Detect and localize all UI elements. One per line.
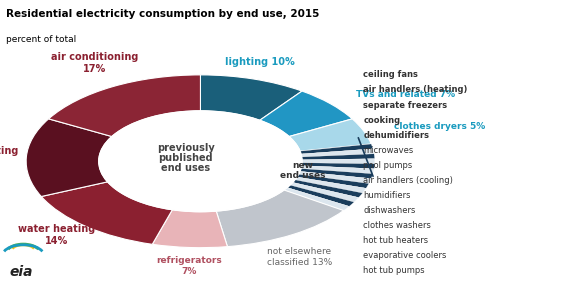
Text: hot tub heaters: hot tub heaters bbox=[363, 236, 428, 245]
Text: eia: eia bbox=[10, 265, 33, 279]
Text: cooking: cooking bbox=[363, 115, 400, 125]
Text: dishwashers: dishwashers bbox=[363, 206, 415, 215]
Text: hot tub pumps: hot tub pumps bbox=[363, 266, 425, 275]
Wedge shape bbox=[302, 163, 375, 169]
Wedge shape bbox=[300, 168, 373, 179]
Text: pool pumps: pool pumps bbox=[363, 161, 413, 170]
Wedge shape bbox=[301, 149, 374, 157]
Wedge shape bbox=[302, 159, 375, 164]
Text: humidifiers: humidifiers bbox=[363, 191, 411, 200]
Wedge shape bbox=[287, 185, 354, 206]
Text: published: published bbox=[159, 154, 213, 163]
Text: percent of total: percent of total bbox=[6, 35, 76, 43]
Text: air handlers (cooling): air handlers (cooling) bbox=[363, 176, 453, 185]
Text: separate freezers: separate freezers bbox=[363, 101, 447, 109]
Wedge shape bbox=[290, 182, 358, 202]
Text: TVs and related 7%: TVs and related 7% bbox=[356, 90, 456, 99]
Text: lighting 10%: lighting 10% bbox=[225, 56, 295, 67]
Text: air handlers (heating): air handlers (heating) bbox=[363, 86, 468, 94]
Text: ceiling fans: ceiling fans bbox=[363, 70, 418, 79]
Wedge shape bbox=[289, 119, 371, 151]
Wedge shape bbox=[300, 144, 373, 154]
Wedge shape bbox=[284, 187, 349, 211]
Text: space heating
15%: space heating 15% bbox=[0, 146, 19, 168]
Wedge shape bbox=[216, 190, 343, 247]
Text: not elsewhere
classified 13%: not elsewhere classified 13% bbox=[267, 247, 332, 266]
Wedge shape bbox=[260, 91, 352, 137]
Wedge shape bbox=[49, 75, 200, 137]
Wedge shape bbox=[152, 210, 227, 248]
Wedge shape bbox=[299, 171, 371, 183]
Text: end uses: end uses bbox=[162, 164, 210, 173]
Text: microwaves: microwaves bbox=[363, 146, 413, 155]
Text: new: new bbox=[293, 161, 314, 170]
Text: water heating
14%: water heating 14% bbox=[18, 224, 95, 246]
Wedge shape bbox=[297, 174, 369, 188]
Wedge shape bbox=[26, 119, 112, 196]
Wedge shape bbox=[301, 166, 374, 174]
Text: refrigerators
7%: refrigerators 7% bbox=[156, 256, 222, 276]
Text: Residential electricity consumption by end use, 2015: Residential electricity consumption by e… bbox=[6, 9, 319, 19]
Wedge shape bbox=[293, 180, 363, 198]
Wedge shape bbox=[200, 75, 302, 120]
Text: dehumidifiers: dehumidifiers bbox=[363, 131, 429, 140]
Wedge shape bbox=[302, 154, 375, 160]
Text: previously: previously bbox=[157, 143, 215, 153]
Wedge shape bbox=[41, 182, 173, 244]
Text: clothes washers: clothes washers bbox=[363, 221, 431, 230]
Circle shape bbox=[99, 111, 302, 212]
Text: evaporative coolers: evaporative coolers bbox=[363, 251, 447, 260]
Wedge shape bbox=[295, 177, 366, 193]
Text: clothes dryers 5%: clothes dryers 5% bbox=[394, 122, 486, 132]
Text: end uses: end uses bbox=[280, 171, 326, 180]
Text: air conditioning
17%: air conditioning 17% bbox=[51, 52, 139, 74]
